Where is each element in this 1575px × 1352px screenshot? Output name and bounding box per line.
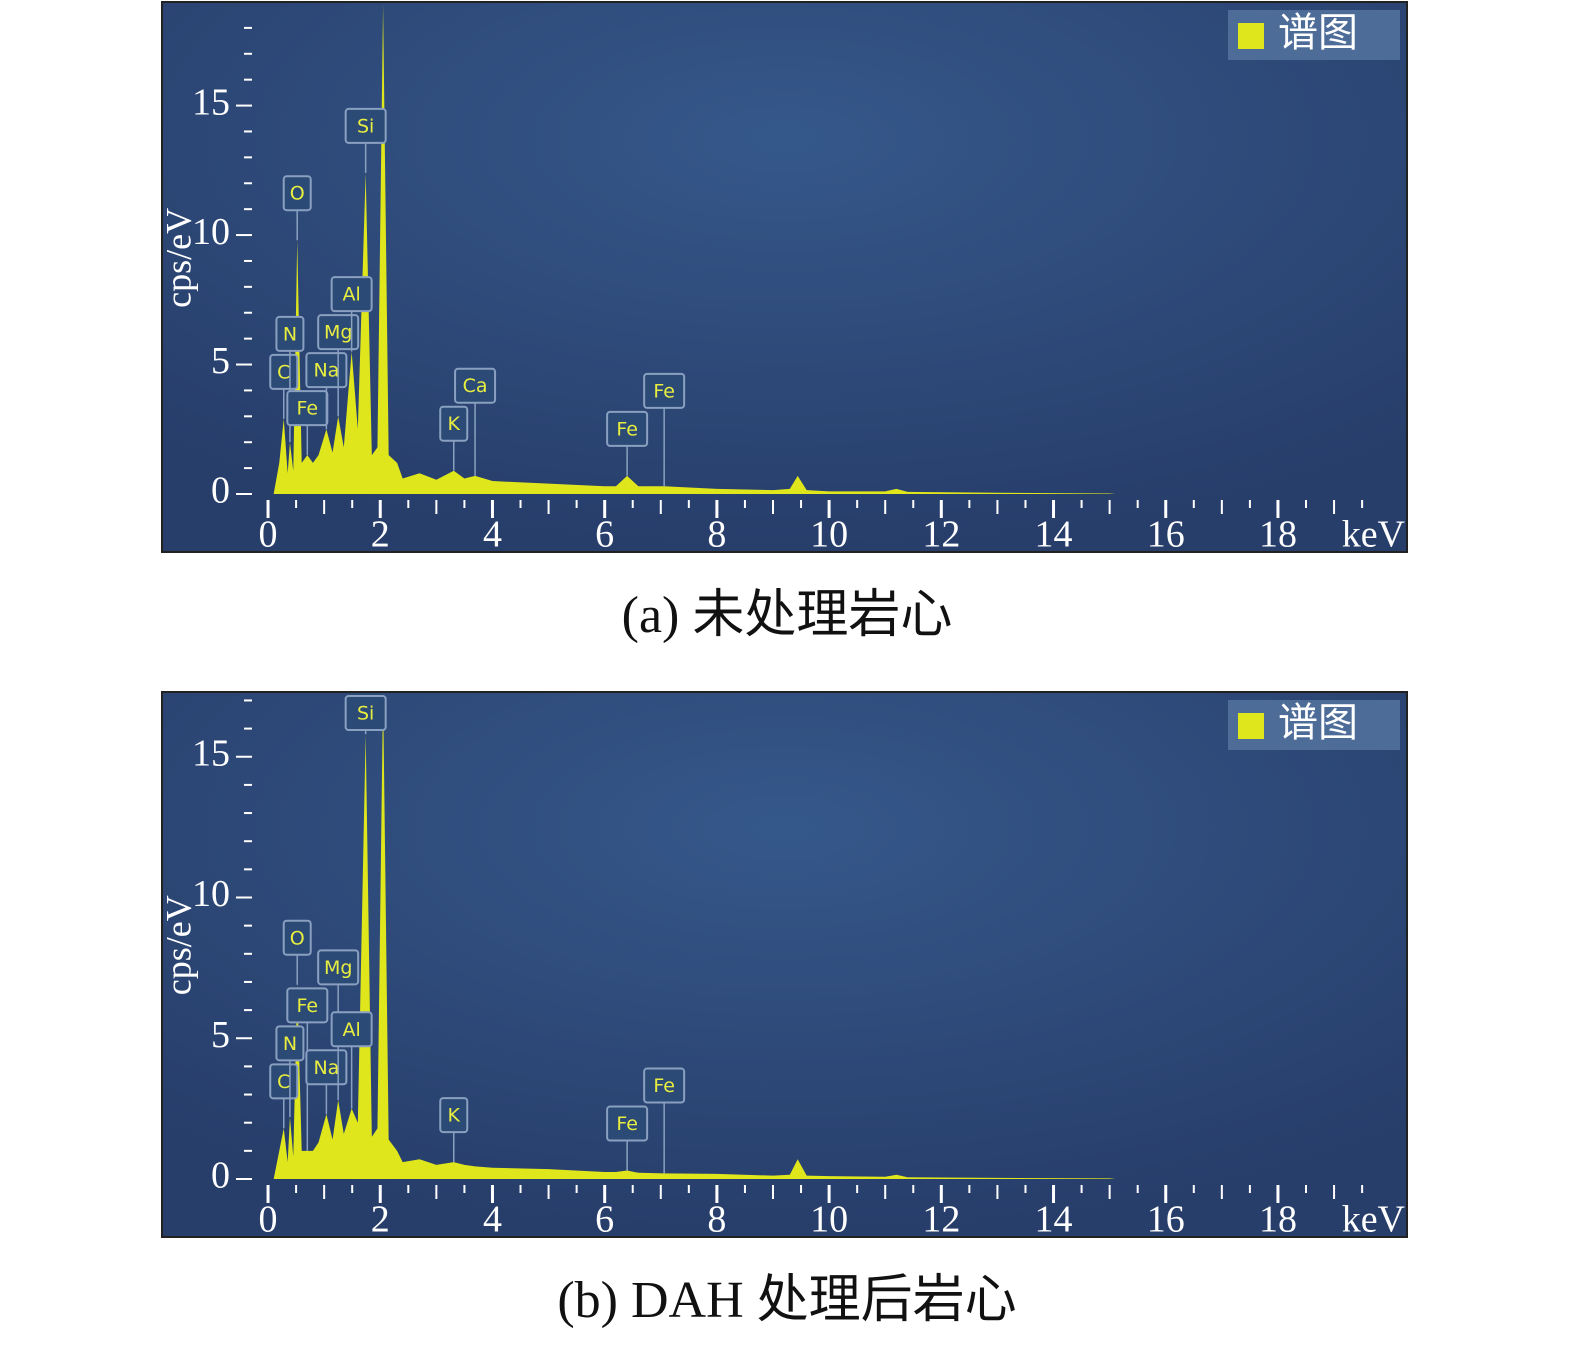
annotation-label: Fe [616,1113,638,1135]
spectrum-area [268,4,1116,494]
x-tick-label: 18 [1259,1199,1297,1241]
annotation-label: N [283,1033,297,1055]
annotation-label: K [448,1105,461,1127]
annotation-label: K [448,413,461,435]
annotation-box [330,276,373,313]
annotation-label: Fe [297,995,319,1017]
x-tick-label: 16 [1147,514,1185,556]
x-tick-label: 0 [259,514,278,556]
x-tick-label: 10 [810,1199,848,1241]
x-tick-label: 14 [1035,514,1073,556]
annotation-box [643,372,686,409]
annotation-box [282,919,312,956]
annotation-label: C [277,1071,290,1093]
x-tick-label: 18 [1259,514,1297,556]
x-axis-unit: keV [1342,1199,1406,1241]
annotation-label: C [277,361,290,383]
caption: (a) 未处理岩心 [622,587,953,644]
annotation-box [275,1025,305,1062]
annotation-box [282,175,312,212]
y-tick-label: 5 [211,340,230,382]
legend-label: 谱图 [1278,700,1358,745]
annotation-label: O [290,183,305,205]
annotation-label: Al [342,1019,360,1041]
annotation-box [305,352,348,389]
caption: (b) DAH 处理后岩心 [557,1272,1016,1329]
y-tick-label: 0 [211,1155,230,1197]
annotation-box [606,1105,649,1142]
annotation-box [317,314,360,351]
y-axis-label: cps/eV [158,208,198,308]
y-tick-label: 15 [192,81,230,123]
x-axis-unit: keV [1342,514,1406,556]
panel: 0 5 10 15 0 2 4 6 8 10 12 14 16 18 keV cps/eV CN O Fe Na Mg A… [158,691,1408,1329]
annotation-label: O [290,927,305,949]
spectrum-area [268,692,1116,1179]
annotation-box [305,1049,348,1086]
legend-swatch [1238,713,1264,739]
x-tick-label: 6 [595,1199,614,1241]
x-tick-label: 6 [595,514,614,556]
annotation-label: Si [357,115,374,137]
annotation-label: Si [357,703,374,725]
annotation-box [344,695,387,731]
y-tick-label: 10 [192,211,230,253]
y-axis-label: cps/eV [158,895,198,995]
annotation-label: Fe [297,398,319,420]
annotation-box [439,405,469,442]
y-tick-label: 5 [211,1014,230,1056]
annotation-box [275,315,305,352]
legend-label: 谱图 [1278,10,1358,55]
annotation-label: Ca [463,375,488,397]
x-tick-label: 8 [707,1199,726,1241]
y-tick-label: 15 [192,732,230,774]
x-tick-label: 12 [922,514,960,556]
y-tick-label: 0 [211,470,230,512]
annotation-box [643,1067,686,1104]
y-tick-label: 10 [192,873,230,915]
annotation-box [330,1011,373,1048]
annotation-box [286,390,329,427]
annotation-box [317,949,360,986]
annotation-box [606,410,649,447]
x-tick-label: 8 [707,514,726,556]
legend-swatch [1238,23,1264,49]
annotation-label: N [283,323,297,345]
annotation-box [439,1097,469,1134]
annotation-box [286,987,329,1024]
x-tick-label: 2 [371,514,390,556]
annotation-box [344,107,387,144]
x-tick-label: 2 [371,1199,390,1241]
x-tick-label: 10 [810,514,848,556]
annotation-box [454,367,497,404]
annotation-label: Na [313,360,339,382]
annotation-label: Mg [324,957,352,979]
annotation-label: Fe [653,1075,675,1097]
panel: 0 5 10 15 0 2 4 6 8 10 12 14 16 18 keV cps/eV CN O Fe Na Mg A… [158,1,1408,644]
annotation-label: Fe [653,380,675,402]
annotation-label: Na [313,1057,339,1079]
x-tick-label: 4 [483,514,502,556]
annotation-label: Al [342,284,360,306]
x-tick-label: 16 [1147,1199,1185,1241]
x-tick-label: 0 [259,1199,278,1241]
annotation-label: Fe [616,418,638,440]
x-tick-label: 12 [922,1199,960,1241]
annotation-label: Mg [324,322,352,344]
x-tick-label: 14 [1035,1199,1073,1241]
x-tick-label: 4 [483,1199,502,1241]
